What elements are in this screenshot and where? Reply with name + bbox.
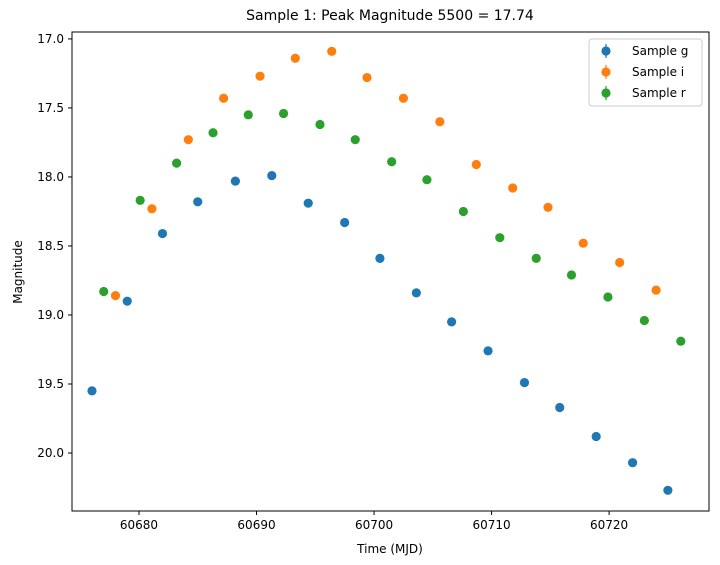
data-point xyxy=(435,117,445,127)
legend-marker-icon xyxy=(601,46,611,56)
data-point xyxy=(411,288,421,298)
y-tick-label: 18.0 xyxy=(37,170,64,184)
data-point xyxy=(278,108,289,119)
y-tick-label: 19.0 xyxy=(37,308,64,322)
data-point xyxy=(87,386,97,396)
x-axis-title: Time (MJD) xyxy=(356,542,423,556)
data-point xyxy=(183,135,193,145)
data-point xyxy=(555,402,565,413)
data-point xyxy=(340,217,350,228)
series-sample-r xyxy=(99,108,686,346)
plot-area-frame xyxy=(71,31,710,512)
data-point xyxy=(676,336,686,346)
legend-box xyxy=(588,38,703,107)
data-point xyxy=(639,315,649,326)
data-point xyxy=(290,53,300,63)
data-point xyxy=(663,485,673,495)
data-point xyxy=(122,296,132,306)
data-point xyxy=(519,378,530,388)
data-point xyxy=(398,93,409,103)
y-axis: 17.0 17.5 18.0 18.5 19.0 19.5 20.0 xyxy=(37,32,72,460)
legend-label: Sample g xyxy=(632,44,688,58)
data-point xyxy=(219,93,229,103)
data-point xyxy=(471,159,481,170)
data-point xyxy=(375,253,385,263)
data-point xyxy=(243,110,253,120)
x-tick-label: 60710 xyxy=(472,518,510,532)
x-tick-label: 60690 xyxy=(237,518,275,532)
y-tick-label: 19.5 xyxy=(37,377,64,391)
data-point xyxy=(350,135,360,145)
y-tick-label: 17.0 xyxy=(37,32,64,46)
data-point xyxy=(566,270,577,280)
legend-item: Sample i xyxy=(601,65,684,79)
data-point xyxy=(531,253,541,263)
x-axis: 60680 60690 60700 60710 60720 xyxy=(120,511,628,532)
data-point xyxy=(99,286,109,297)
data-point xyxy=(615,257,625,268)
data-point xyxy=(447,317,457,327)
series-sample-g xyxy=(87,170,673,495)
data-point xyxy=(508,183,518,193)
x-tick-label: 60680 xyxy=(120,518,158,532)
data-point xyxy=(135,195,145,206)
data-point xyxy=(362,72,372,83)
data-point xyxy=(495,233,505,243)
data-point xyxy=(327,46,337,56)
data-point xyxy=(230,176,240,186)
data-point xyxy=(157,228,168,239)
legend-marker-icon xyxy=(601,67,611,77)
data-point xyxy=(651,285,661,295)
y-axis-title: Magnitude xyxy=(11,240,25,304)
legend-item: Sample g xyxy=(601,44,688,58)
data-point xyxy=(458,206,468,217)
data-point xyxy=(193,197,203,207)
data-point xyxy=(303,198,313,208)
x-tick-label: 60720 xyxy=(590,518,628,532)
data-point xyxy=(591,431,601,442)
data-points xyxy=(87,46,686,495)
data-point xyxy=(147,204,157,214)
data-point xyxy=(483,346,493,356)
data-point xyxy=(578,238,588,248)
legend-marker-icon xyxy=(601,88,611,98)
data-point xyxy=(110,291,121,301)
data-point xyxy=(603,292,613,302)
data-point xyxy=(387,157,397,167)
data-point xyxy=(315,119,325,130)
y-tick-label: 20.0 xyxy=(37,446,64,460)
data-point xyxy=(171,158,182,168)
data-point xyxy=(255,71,265,81)
y-tick-label: 17.5 xyxy=(37,101,64,115)
data-point xyxy=(628,458,638,468)
legend-label: Sample i xyxy=(632,65,684,79)
series-sample-i xyxy=(110,46,661,301)
data-point xyxy=(543,202,553,212)
legend-item: Sample r xyxy=(601,86,686,100)
data-point xyxy=(208,128,218,138)
legend: Sample g Sample i Sample r xyxy=(588,38,703,107)
data-point xyxy=(267,170,277,181)
data-point xyxy=(422,175,432,185)
x-tick-label: 60700 xyxy=(355,518,393,532)
chart-title: Sample 1: Peak Magnitude 5500 = 17.74 xyxy=(246,8,534,24)
y-tick-label: 18.5 xyxy=(37,239,64,253)
legend-label: Sample r xyxy=(632,86,686,100)
